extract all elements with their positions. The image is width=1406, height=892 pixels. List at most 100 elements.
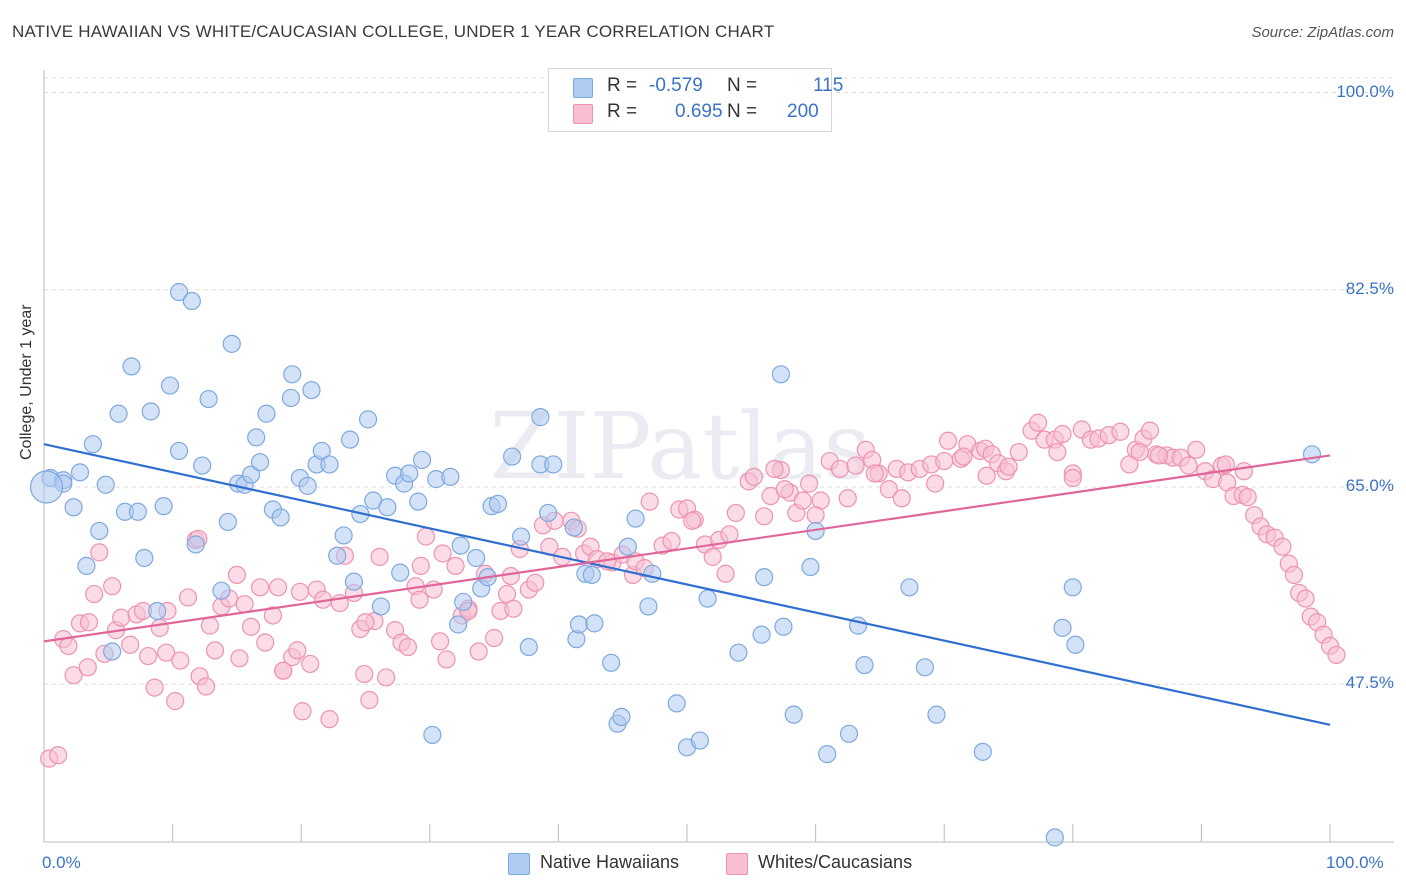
point-white-caucasian [411, 556, 430, 575]
point-native-hawaiian [602, 653, 621, 672]
point-native-hawaiian [818, 744, 837, 764]
chart-title: NATIVE HAWAIIAN VS WHITE/CAUCASIAN COLLE… [12, 22, 775, 41]
point-native-hawaiian [103, 642, 122, 661]
point-native-hawaiian [755, 568, 774, 587]
point-white-caucasian [250, 578, 270, 597]
point-native-hawaiian [1063, 578, 1082, 597]
point-white-caucasian [139, 646, 158, 666]
point-native-hawaiian [257, 404, 276, 423]
point-native-hawaiian [212, 581, 231, 600]
point-white-caucasian [416, 527, 436, 546]
point-white-caucasian [526, 573, 545, 592]
point-native-hawaiian [639, 597, 658, 616]
point-white-caucasian [301, 654, 320, 674]
point-native-hawaiian [169, 441, 189, 461]
point-native-hawaiian [154, 497, 173, 516]
point-white-caucasian [1234, 462, 1253, 481]
point-white-caucasian [703, 547, 722, 566]
point-native-hawaiian [643, 564, 662, 583]
point-white-caucasian [85, 584, 104, 604]
point-native-hawaiian [169, 282, 189, 302]
legend-r-label: R = [607, 101, 638, 122]
point-white-caucasian [501, 566, 520, 586]
point-native-hawaiian [973, 742, 992, 761]
point-white-caucasian [806, 506, 825, 525]
series-native-hawaiians [29, 282, 1322, 847]
bottom-legend-label: Whites/Caucasians [758, 852, 913, 872]
point-white-caucasian [241, 617, 261, 636]
point-white-caucasian [800, 474, 819, 493]
point-white-caucasian [235, 595, 254, 614]
legend-n-value: 200 [787, 101, 819, 122]
point-native-hawaiian [441, 467, 460, 486]
legend: R = -0.579 N = 115 R = 0.695 N = 200 [548, 68, 843, 132]
point-white-caucasian [1009, 442, 1028, 462]
bottom-legend-label: Native Hawaiians [540, 852, 680, 872]
point-native-hawaiian [193, 456, 212, 475]
point-native-hawaiian [771, 365, 790, 384]
grid-lines [44, 77, 1394, 685]
legend-r-value: -0.579 [649, 75, 703, 96]
trend-line-native-hawaiians [43, 443, 1331, 726]
point-native-hawaiian [218, 512, 237, 532]
point-native-hawaiian [241, 465, 261, 484]
point-white-caucasian [121, 635, 140, 654]
point-native-hawaiian [900, 578, 919, 597]
point-white-caucasian [935, 451, 954, 471]
point-native-hawaiian [135, 548, 154, 568]
point-white-caucasian [230, 649, 249, 668]
point-white-caucasian [1111, 422, 1130, 441]
point-native-hawaiian [585, 614, 604, 633]
point-white-caucasian [64, 666, 83, 685]
point-native-hawaiian [128, 502, 147, 521]
x-tick-max: 100.0% [1326, 853, 1384, 872]
point-native-hawaiian [148, 601, 167, 621]
point-white-caucasian [360, 690, 379, 710]
y-tick-label: 65.0% [1345, 475, 1394, 495]
point-white-caucasian [1140, 421, 1160, 440]
point-native-hawaiian [122, 357, 141, 376]
point-white-caucasian [59, 636, 78, 656]
point-white-caucasian [178, 588, 198, 607]
point-white-caucasian [879, 480, 899, 499]
chart-source: Source: ZipAtlas.com [1251, 24, 1394, 41]
legend-r-value: 0.695 [675, 101, 723, 122]
point-native-hawaiian [569, 615, 589, 634]
point-white-caucasian [926, 474, 945, 493]
point-white-caucasian [200, 616, 219, 635]
point-native-hawaiian [312, 441, 331, 461]
point-native-hawaiian [503, 447, 522, 466]
point-native-hawaiian [271, 508, 290, 527]
point-white-caucasian [1063, 468, 1082, 488]
point-white-caucasian [410, 590, 429, 609]
point-native-hawaiian [222, 334, 241, 353]
point-white-caucasian [430, 632, 450, 651]
point-native-hawaiian [250, 453, 270, 472]
point-white-caucasian [227, 565, 246, 584]
point-native-hawaiian [855, 655, 874, 675]
point-native-hawaiian [801, 557, 820, 577]
point-white-caucasian [145, 678, 164, 697]
point-native-hawaiian [141, 402, 160, 421]
point-native-hawaiian [160, 376, 180, 395]
legend-n-label: N = [727, 101, 758, 122]
point-native-hawaiian [199, 389, 218, 409]
point-white-caucasian [356, 613, 375, 632]
point-white-caucasian [433, 544, 452, 563]
point-white-caucasian [1238, 488, 1257, 507]
point-white-caucasian [662, 531, 681, 551]
point-native-hawaiian [448, 615, 468, 634]
point-white-caucasian [485, 628, 504, 648]
point-native-hawaiian [1045, 828, 1064, 847]
bottom-legend-swatch-blue [508, 853, 530, 875]
point-native-hawaiian [109, 404, 128, 423]
point-native-hawaiian [618, 537, 637, 556]
point-native-hawaiian [1066, 635, 1085, 654]
point-native-hawaiian [302, 380, 321, 400]
point-white-caucasian [469, 642, 488, 661]
point-native-hawaiian [340, 430, 360, 449]
point-white-caucasian [1296, 589, 1315, 608]
point-native-hawaiian [409, 492, 428, 511]
point-white-caucasian [640, 492, 659, 511]
